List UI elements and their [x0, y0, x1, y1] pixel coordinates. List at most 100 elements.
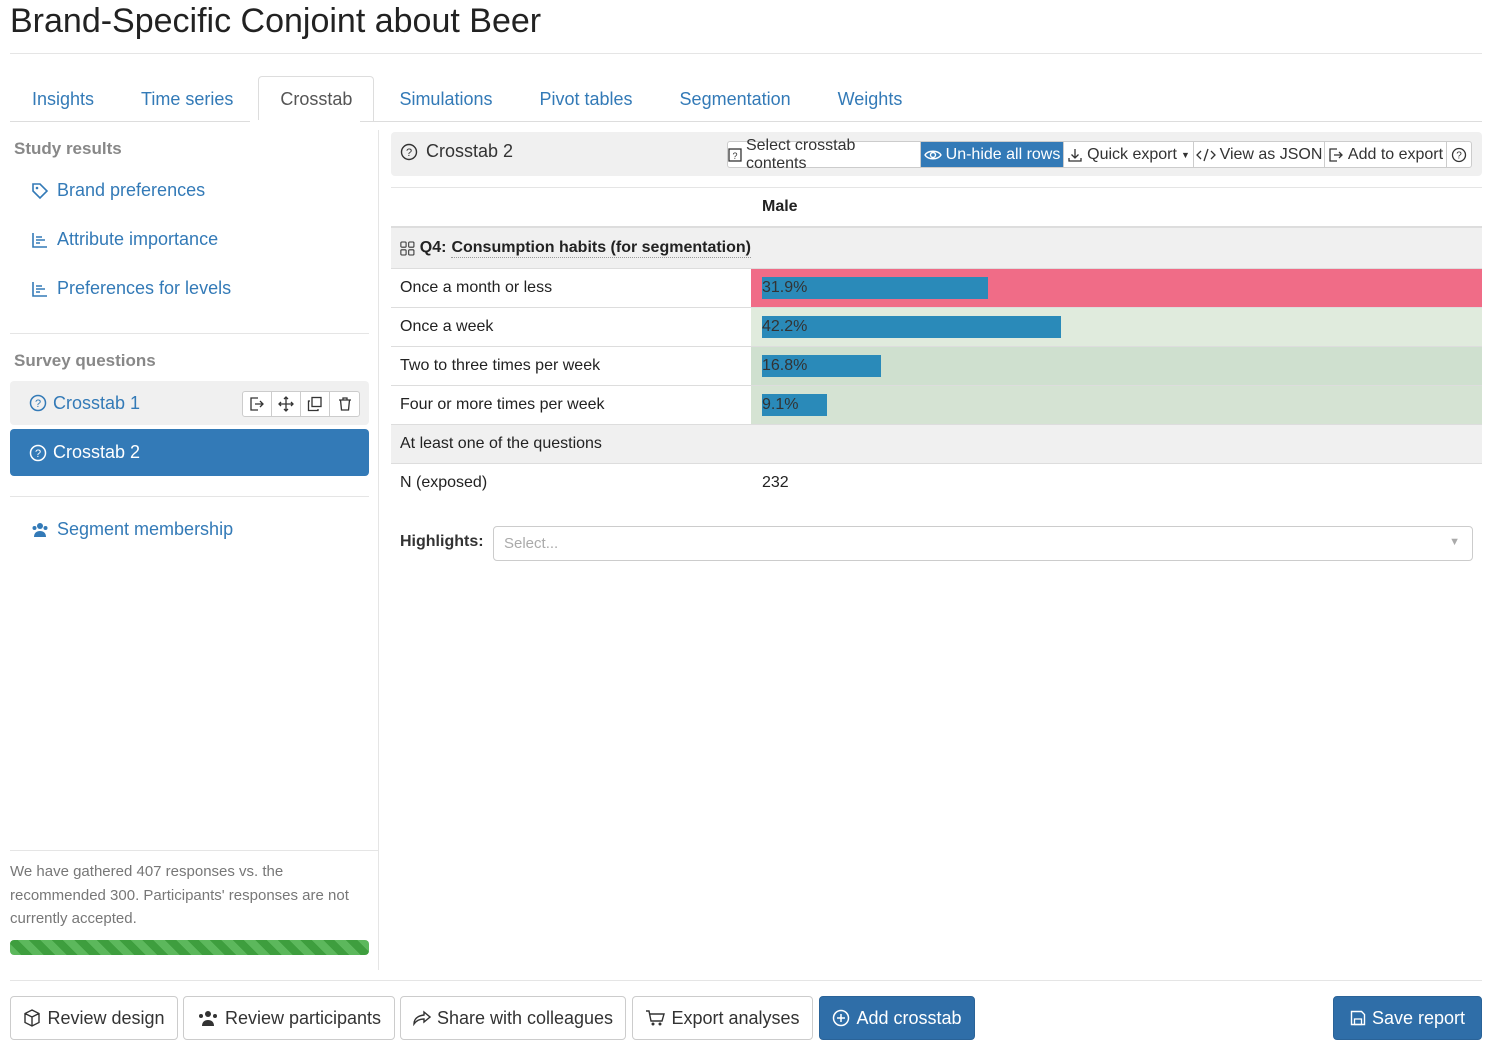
- svg-text:?: ?: [35, 448, 41, 460]
- button-label: Review design: [47, 1007, 165, 1028]
- bar: [762, 277, 989, 299]
- row-label: Four or more times per week: [400, 396, 605, 413]
- chart-icon: [32, 281, 47, 297]
- duplicate-button[interactable]: [301, 392, 330, 416]
- header-row: Male: [391, 187, 1482, 226]
- footer-button[interactable]: Review participants: [183, 996, 395, 1040]
- tab[interactable]: Simulations: [399, 88, 493, 109]
- question-label: Crosstab 2: [53, 442, 141, 462]
- button-label: Export analyses: [671, 1007, 800, 1028]
- row-label: Once a month or less: [400, 279, 553, 296]
- button-label: Select crosstab contents: [745, 136, 856, 172]
- data-row: Two to three times per week 16.8%: [391, 346, 1482, 385]
- nav-label: Brand preferences: [57, 180, 206, 200]
- toolbar-button[interactable]: View as JSON: [1194, 142, 1325, 167]
- divider: [10, 850, 378, 851]
- button-label: Add crosstab: [856, 1007, 962, 1028]
- question-text: Consumption habits (for segmentation): [451, 238, 751, 258]
- question-cell: Q4: Consumption habits (for segmentation…: [391, 239, 751, 258]
- value-label: 31.9%: [762, 279, 808, 296]
- progress-bar: [10, 940, 369, 955]
- item-actions: [242, 391, 360, 417]
- n-row: N (exposed) 232: [391, 463, 1482, 502]
- delete-button[interactable]: [330, 392, 359, 416]
- highlights-select[interactable]: Select... ▼: [493, 526, 1473, 561]
- save-button[interactable]: Save report: [1333, 996, 1482, 1040]
- question-id: Q4:: [419, 239, 447, 256]
- tag-icon: [32, 182, 49, 199]
- crosstab-table: Male Q4: Consumption habits (for segment…: [391, 187, 1482, 507]
- help-icon: ?: [29, 444, 47, 461]
- question-item-selected[interactable]: ? Crosstab 2: [10, 429, 369, 476]
- move-button[interactable]: [272, 392, 301, 416]
- bar: [762, 355, 882, 377]
- toolbar-button[interactable]: Un-hide all rows: [921, 142, 1064, 167]
- bar: [762, 316, 1062, 338]
- question-item[interactable]: ? Crosstab 1: [10, 381, 369, 425]
- tab-bar: Insights Time series Crosstab Simulation…: [10, 76, 927, 122]
- export-button[interactable]: [243, 392, 272, 416]
- svg-text:?: ?: [35, 398, 41, 410]
- svg-text:?: ?: [406, 147, 412, 159]
- chart-icon: [32, 232, 47, 248]
- footer-button[interactable]: Review design: [10, 996, 178, 1040]
- value-cell: 42.2%: [751, 308, 1482, 346]
- toolbar-button[interactable]: Add to export: [1325, 142, 1447, 167]
- nav-label: Attribute importance: [57, 229, 219, 249]
- button-label: Share with colleagues: [436, 1007, 614, 1028]
- bar-area: [762, 316, 1471, 338]
- bar: [762, 394, 827, 416]
- help-icon: ?: [400, 143, 418, 160]
- crosstab-title: Crosstab 2: [426, 141, 514, 161]
- button-label: Save report: [1371, 1007, 1466, 1028]
- value-cell: 16.8%: [751, 347, 1482, 385]
- tab[interactable]: Time series: [141, 88, 234, 109]
- summary-row: At least one of the questions: [391, 424, 1482, 463]
- tab[interactable]: Segmentation: [679, 88, 791, 109]
- column-header: Male: [762, 198, 798, 215]
- nav-link[interactable]: Brand preferences: [31, 180, 205, 201]
- section-heading: Study results: [14, 139, 122, 158]
- n-value: 232: [762, 474, 789, 491]
- divider: [10, 53, 1482, 54]
- footer-button-primary[interactable]: Add crosstab: [819, 996, 975, 1040]
- row-label: Once a week: [400, 318, 494, 335]
- nav-link[interactable]: Preferences for levels: [31, 278, 231, 299]
- tab[interactable]: Pivot tables: [539, 88, 633, 109]
- data-row: Once a month or less 31.9%: [391, 268, 1482, 307]
- toolbar-button[interactable]: Quick export ▼: [1064, 142, 1194, 167]
- tab-active[interactable]: Crosstab: [258, 76, 375, 122]
- tab[interactable]: Weights: [837, 88, 903, 109]
- bar-area: [762, 277, 1471, 299]
- sidebar-border: [378, 130, 379, 970]
- footer-button[interactable]: Export analyses: [632, 996, 813, 1040]
- bar-area: [762, 394, 1471, 416]
- nav-link[interactable]: Attribute importance: [31, 229, 218, 250]
- divider: [10, 333, 369, 334]
- question-label: Crosstab 1: [53, 392, 141, 413]
- panel-title: ? Crosstab 2: [400, 141, 513, 162]
- section-heading: Survey questions: [14, 351, 156, 370]
- tab-gap: [250, 120, 360, 122]
- grid-icon: [400, 240, 415, 256]
- help-icon: ?: [29, 394, 47, 412]
- nav-label: Segment membership: [57, 519, 234, 539]
- question-row: Q4: Consumption habits (for segmentation…: [391, 226, 1482, 268]
- footer-button[interactable]: Share with colleagues: [400, 996, 626, 1040]
- row-label: At least one of the questions: [400, 435, 602, 452]
- toolbar-button[interactable]: ? Select crosstab contents: [728, 137, 921, 172]
- toolbar: ? Select crosstab contents Un-hide all ro…: [727, 137, 1472, 172]
- svg-text:?: ?: [1456, 150, 1462, 161]
- value-label: 9.1%: [762, 396, 799, 413]
- tab-line: [10, 121, 1482, 122]
- divider: [10, 980, 1482, 981]
- row-label: N (exposed): [400, 474, 488, 491]
- value-label: 16.8%: [762, 357, 808, 374]
- button-label: Review participants: [224, 1007, 382, 1028]
- nav-link[interactable]: Segment membership: [31, 519, 233, 540]
- tab[interactable]: Insights: [32, 88, 95, 109]
- value-cell: 31.9%: [751, 269, 1482, 307]
- status-note: We have gathered 407 responses vs. the r…: [10, 863, 349, 927]
- help-button[interactable]: ?: [1447, 142, 1471, 167]
